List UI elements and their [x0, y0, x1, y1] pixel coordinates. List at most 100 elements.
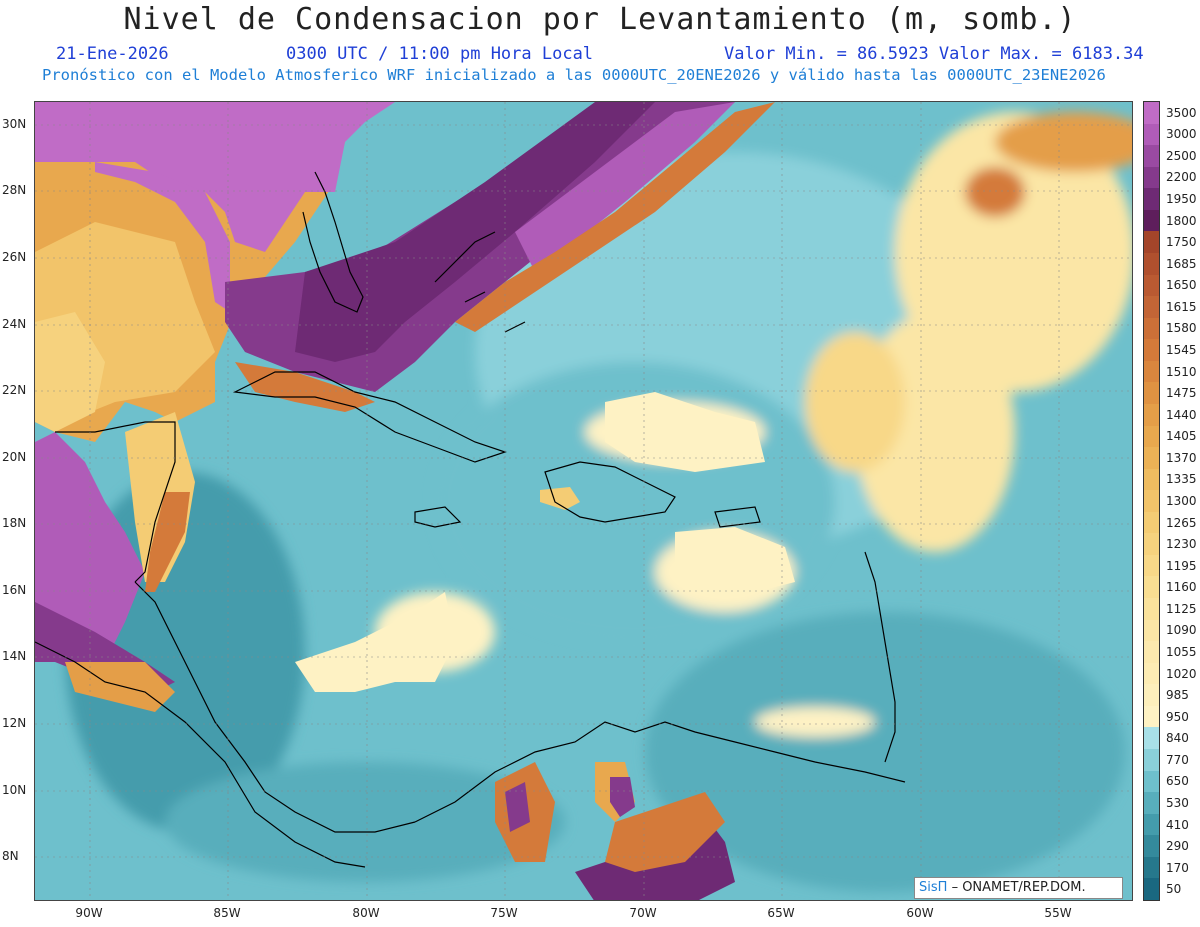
credit-box: SisΠ – ONAMET/REP.DOM. — [914, 877, 1123, 899]
colorbar-label: 1615 — [1166, 299, 1197, 314]
lon-label: 75W — [490, 906, 518, 920]
colorbar-label: 1685 — [1166, 256, 1197, 271]
colorbar-label: 2500 — [1166, 148, 1197, 163]
weather-map — [35, 102, 1132, 900]
colorbar-swatch — [1144, 749, 1159, 772]
valid-date: 21-Ene-2026 — [56, 44, 169, 64]
colorbar-swatch — [1144, 533, 1159, 556]
colorbar-label: 1510 — [1166, 364, 1197, 379]
forecast-description: Pronóstico con el Modelo Atmosferico WRF… — [42, 66, 1106, 84]
colorbar-swatch — [1144, 490, 1159, 513]
south-america-coastline — [414, 721, 906, 823]
lat-label: 16N — [2, 583, 27, 597]
colorbar-swatch — [1144, 792, 1159, 815]
us-land-high-lcl — [95, 162, 230, 312]
colorbar-label: 1750 — [1166, 235, 1197, 250]
yucatan-coastline — [55, 421, 176, 583]
colorbar-swatch — [1144, 425, 1159, 448]
map-title: Nivel de Condensacion por Levantamiento … — [123, 2, 1077, 37]
colorbar-swatch — [1144, 468, 1159, 491]
colorbar-label: 3000 — [1166, 127, 1197, 142]
lesser-antilles-warm — [675, 527, 795, 592]
colorbar-label: 1335 — [1166, 472, 1197, 487]
colorbar-swatch — [1144, 856, 1159, 879]
colorbar-swatch — [1144, 727, 1159, 750]
color-legend — [1143, 101, 1160, 901]
colorbar-label: 530 — [1166, 795, 1189, 810]
colorbar-label: 1020 — [1166, 666, 1197, 681]
field-blob — [805, 332, 905, 472]
colorbar-swatch — [1144, 576, 1159, 599]
lat-label: 12N — [2, 716, 27, 730]
credit-org: – ONAMET/REP.DOM. — [951, 880, 1086, 895]
colorbar-swatch — [1144, 662, 1159, 685]
colorbar-swatch — [1144, 145, 1159, 168]
lon-label: 90W — [75, 906, 103, 920]
pi-symbol-icon: SisΠ — [919, 880, 948, 895]
lat-label: 18N — [2, 516, 27, 530]
colorbar-label: 770 — [1166, 752, 1189, 767]
south-america-high-lcl — [610, 777, 635, 817]
colorbar-swatch — [1144, 382, 1159, 405]
colorbar-label: 1055 — [1166, 644, 1197, 659]
field-blob — [965, 167, 1025, 217]
lat-label: 8N — [2, 849, 19, 863]
frontal-band-high-lcl — [515, 102, 735, 272]
field-blob — [645, 612, 1125, 892]
jamaica-coastline — [414, 506, 462, 528]
lat-label: 22N — [2, 383, 27, 397]
lat-label: 14N — [2, 649, 27, 663]
colorbar-label: 1475 — [1166, 386, 1197, 401]
lat-label: 20N — [2, 450, 27, 464]
colorbar-swatch — [1144, 403, 1159, 426]
colorbar-label: 50 — [1166, 882, 1182, 897]
colorbar-swatch — [1144, 360, 1159, 383]
colorbar-label: 950 — [1166, 709, 1189, 724]
colorbar-swatch — [1144, 231, 1159, 254]
lat-label: 26N — [2, 250, 27, 264]
colorbar-swatch — [1144, 188, 1159, 211]
us-land-high-lcl — [35, 102, 395, 252]
colorbar-label: 1370 — [1166, 450, 1197, 465]
lon-label: 65W — [767, 906, 795, 920]
colorbar-label: 1800 — [1166, 213, 1197, 228]
colorbar-label: 1195 — [1166, 558, 1197, 573]
yucatan-warm — [145, 492, 190, 592]
lon-label: 60W — [906, 906, 934, 920]
colorbar-label: 1580 — [1166, 321, 1197, 336]
colorbar-label: 840 — [1166, 731, 1189, 746]
lat-label: 30N — [2, 117, 27, 131]
south-america-high-lcl — [505, 782, 530, 832]
colorbar-swatch — [1144, 813, 1159, 836]
colorbar-label: 290 — [1166, 839, 1189, 854]
colorbar-swatch — [1144, 554, 1159, 577]
lon-label: 55W — [1044, 906, 1072, 920]
lat-label: 24N — [2, 317, 27, 331]
colorbar-swatch — [1144, 598, 1159, 621]
colorbar-swatch — [1144, 296, 1159, 319]
colorbar-swatch — [1144, 252, 1159, 276]
colorbar-label: 1950 — [1166, 192, 1197, 207]
colorbar-label: 1440 — [1166, 407, 1197, 422]
colorbar-swatch — [1144, 209, 1159, 232]
colorbar-swatch — [1144, 835, 1159, 858]
colorbar-label: 1300 — [1166, 494, 1197, 508]
colorbar-label: 3500 — [1166, 105, 1197, 120]
colorbar-swatch — [1144, 339, 1159, 362]
colorbar-label: 1160 — [1166, 580, 1197, 595]
central-atlantic-warm — [605, 392, 765, 472]
colorbar-label: 985 — [1166, 688, 1189, 703]
colorbar-swatch — [1144, 641, 1159, 664]
graticule — [35, 102, 1132, 900]
colorbar-label: 1230 — [1166, 537, 1197, 552]
colorbar-swatch — [1144, 447, 1159, 470]
colorbar-swatch — [1144, 619, 1159, 642]
south-america-high-lcl — [605, 792, 725, 872]
colorbar-label: 1650 — [1166, 278, 1197, 293]
colorbar-label: 650 — [1166, 774, 1189, 789]
map-panel — [34, 101, 1133, 901]
colorbar-swatch — [1144, 511, 1159, 534]
colorbar-label: 1545 — [1166, 343, 1197, 358]
field-blob — [755, 707, 875, 737]
colorbar-swatch — [1144, 705, 1159, 728]
